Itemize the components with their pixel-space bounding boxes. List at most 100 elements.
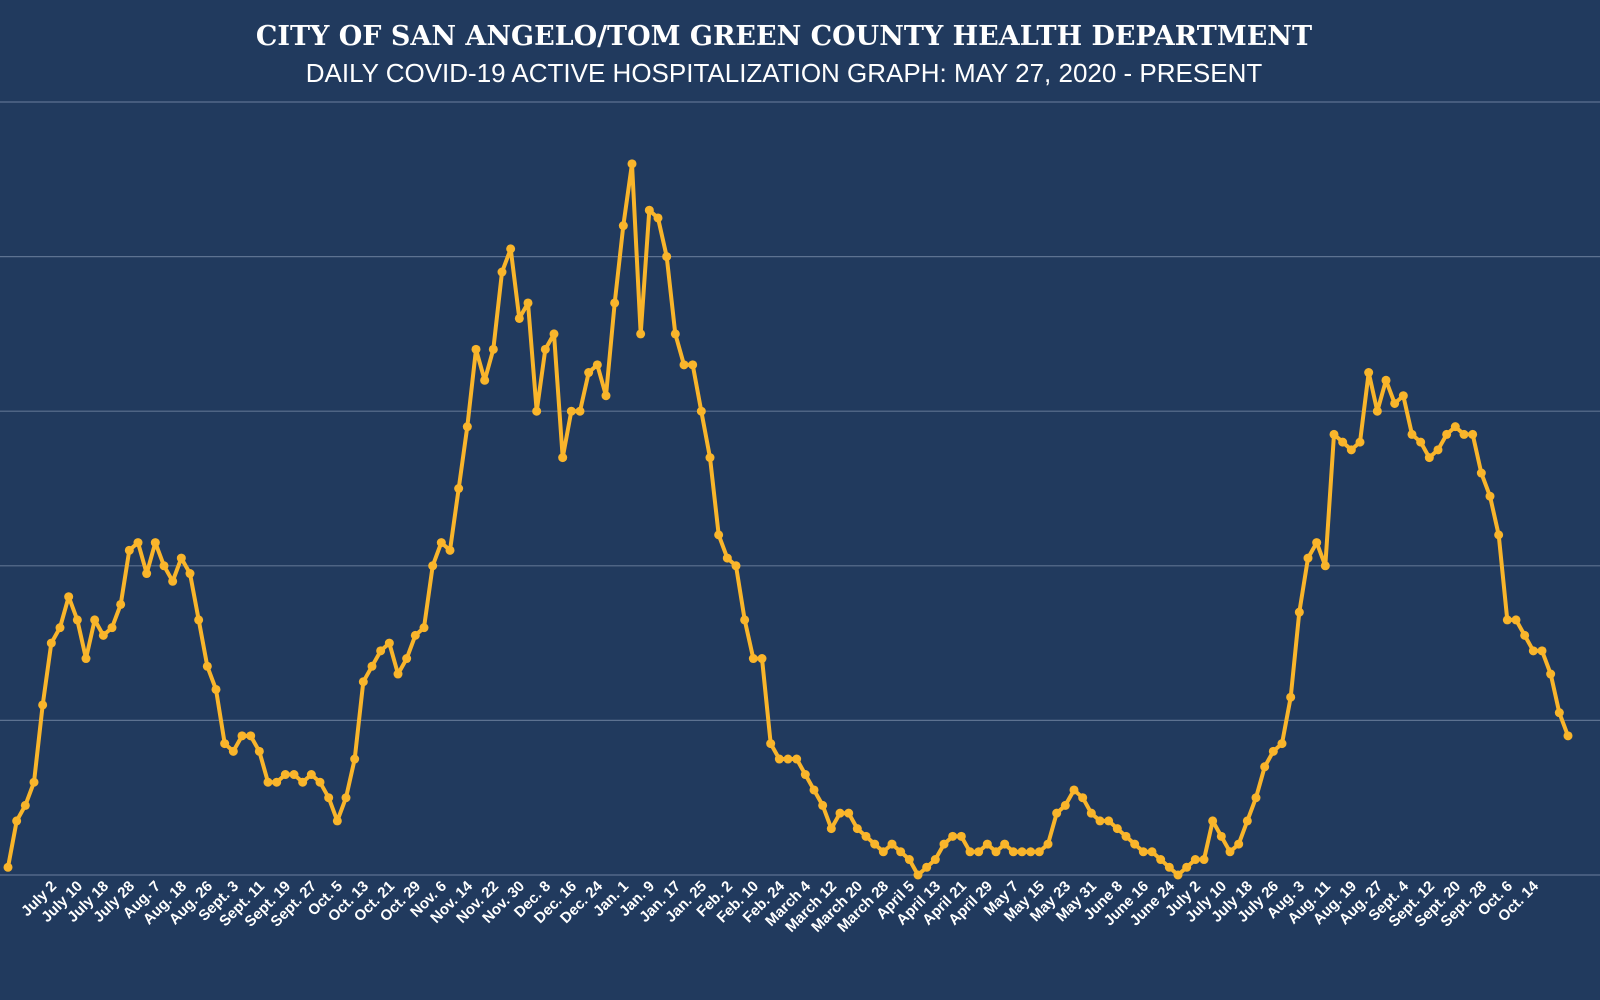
data-point: [254, 746, 264, 756]
data-point: [29, 777, 39, 787]
data-point: [1346, 445, 1356, 455]
data-point: [358, 677, 368, 687]
data-point: [1156, 855, 1166, 865]
data-point: [1078, 793, 1088, 803]
data-point: [1190, 855, 1200, 865]
data-point: [818, 800, 828, 810]
data-point: [1086, 808, 1096, 818]
data-point: [480, 375, 490, 385]
data-point: [705, 453, 715, 463]
data-point: [965, 847, 975, 857]
data-point: [72, 615, 82, 625]
data-point: [20, 800, 30, 810]
data-point: [1286, 692, 1296, 702]
data-point: [1459, 429, 1469, 439]
data-point: [454, 484, 464, 493]
data-point: [1260, 762, 1270, 772]
data-point: [1494, 530, 1504, 540]
data-point: [1433, 445, 1443, 455]
data-point: [376, 646, 386, 656]
data-point: [1372, 406, 1382, 416]
data-point: [1312, 538, 1322, 548]
data-point: [1268, 746, 1278, 756]
data-point: [1554, 708, 1564, 718]
data-point: [1242, 816, 1252, 826]
data-point: [1528, 646, 1538, 656]
data-point: [792, 754, 802, 764]
data-point: [1546, 669, 1556, 679]
data-point: [185, 569, 195, 579]
data-point: [393, 669, 403, 679]
data-point: [1364, 368, 1374, 378]
data-point: [367, 661, 377, 671]
data-point: [1537, 646, 1547, 656]
data-point: [774, 754, 784, 764]
data-point: [878, 847, 888, 857]
data-point: [887, 839, 897, 849]
data-point: [263, 777, 273, 787]
data-point: [90, 615, 100, 625]
data-point: [445, 545, 455, 555]
data-point: [1164, 862, 1174, 872]
data-point: [627, 159, 637, 169]
data-point: [991, 847, 1001, 857]
data-point: [1095, 816, 1105, 826]
data-point: [766, 739, 776, 749]
data-point: [1511, 615, 1521, 625]
data-point: [81, 654, 91, 664]
data-point: [1182, 862, 1192, 872]
data-point: [12, 816, 22, 826]
data-point: [1121, 831, 1131, 841]
data-point: [1138, 847, 1148, 857]
data-point: [402, 654, 412, 664]
data-point: [1060, 800, 1070, 810]
data-point: [809, 785, 819, 795]
data-point: [835, 808, 845, 818]
data-point: [714, 530, 724, 540]
data-point: [298, 777, 308, 787]
data-point: [124, 545, 134, 555]
data-point: [696, 406, 706, 416]
data-point: [306, 770, 316, 780]
data-point: [826, 824, 836, 834]
data-point: [1069, 785, 1079, 795]
data-point: [1416, 437, 1426, 447]
data-point: [1216, 831, 1226, 841]
chart-title: CITY OF SAN ANGELO/TOM GREEN COUNTY HEAL…: [256, 21, 1312, 52]
data-point: [662, 252, 672, 262]
data-point: [246, 731, 256, 741]
data-point: [1225, 847, 1235, 857]
data-point: [202, 661, 212, 671]
data-point: [419, 623, 429, 633]
data-point: [228, 746, 238, 756]
data-point: [922, 862, 932, 872]
data-point: [1485, 491, 1495, 501]
data-point: [974, 847, 984, 857]
data-point: [1520, 630, 1530, 640]
data-point: [1329, 429, 1339, 439]
data-point: [1147, 847, 1157, 857]
data-point: [1381, 375, 1391, 385]
data-point: [506, 244, 516, 254]
data-point: [670, 329, 680, 339]
data-point: [116, 599, 126, 609]
data-point: [1468, 429, 1478, 439]
data-point: [1476, 468, 1486, 478]
data-point: [523, 298, 533, 308]
data-point: [384, 638, 394, 648]
data-point: [1034, 847, 1044, 857]
data-point: [956, 831, 966, 841]
data-point: [436, 538, 446, 548]
data-point: [1208, 816, 1218, 826]
data-point: [280, 770, 290, 780]
data-point: [1424, 453, 1434, 463]
data-point: [1026, 847, 1036, 857]
data-point: [488, 344, 498, 354]
data-point: [930, 855, 940, 865]
data-point: [1398, 391, 1408, 401]
data-point: [540, 344, 550, 354]
data-point: [1112, 824, 1122, 834]
data-point: [1104, 816, 1114, 826]
data-point: [566, 406, 576, 416]
